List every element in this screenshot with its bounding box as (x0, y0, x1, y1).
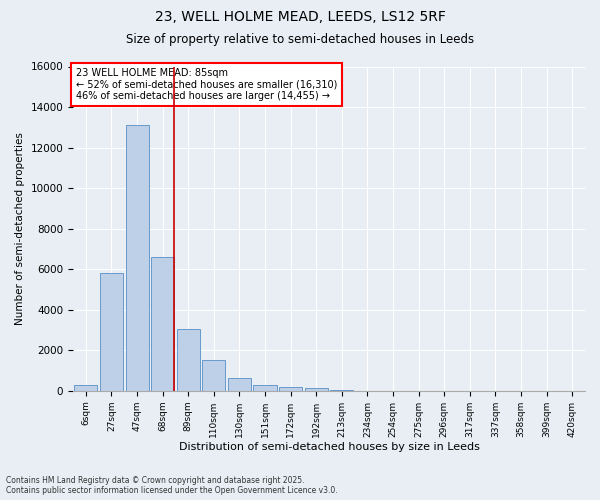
Bar (74, 385, 97, 391)
Bar (151, 257, 174, 391)
Bar (125, 126, 149, 391)
Bar (202, 360, 226, 391)
Bar (228, 378, 251, 391)
Text: 23, WELL HOLME MEAD, LEEDS, LS12 5RF: 23, WELL HOLME MEAD, LEEDS, LS12 5RF (155, 10, 445, 24)
Bar (177, 329, 200, 391)
Text: 23 WELL HOLME MEAD: 85sqm
← 52% of semi-detached houses are smaller (16,310)
46%: 23 WELL HOLME MEAD: 85sqm ← 52% of semi-… (76, 68, 337, 102)
Text: Contains HM Land Registry data © Crown copyright and database right 2025.
Contai: Contains HM Land Registry data © Crown c… (6, 476, 338, 495)
Bar (305, 388, 328, 391)
Bar (253, 385, 277, 391)
Y-axis label: Number of semi-detached properties: Number of semi-detached properties (15, 132, 25, 325)
X-axis label: Distribution of semi-detached houses by size in Leeds: Distribution of semi-detached houses by … (179, 442, 479, 452)
Bar (279, 388, 302, 391)
Text: Size of property relative to semi-detached houses in Leeds: Size of property relative to semi-detach… (126, 32, 474, 46)
Bar (100, 274, 123, 391)
Bar (330, 390, 353, 391)
